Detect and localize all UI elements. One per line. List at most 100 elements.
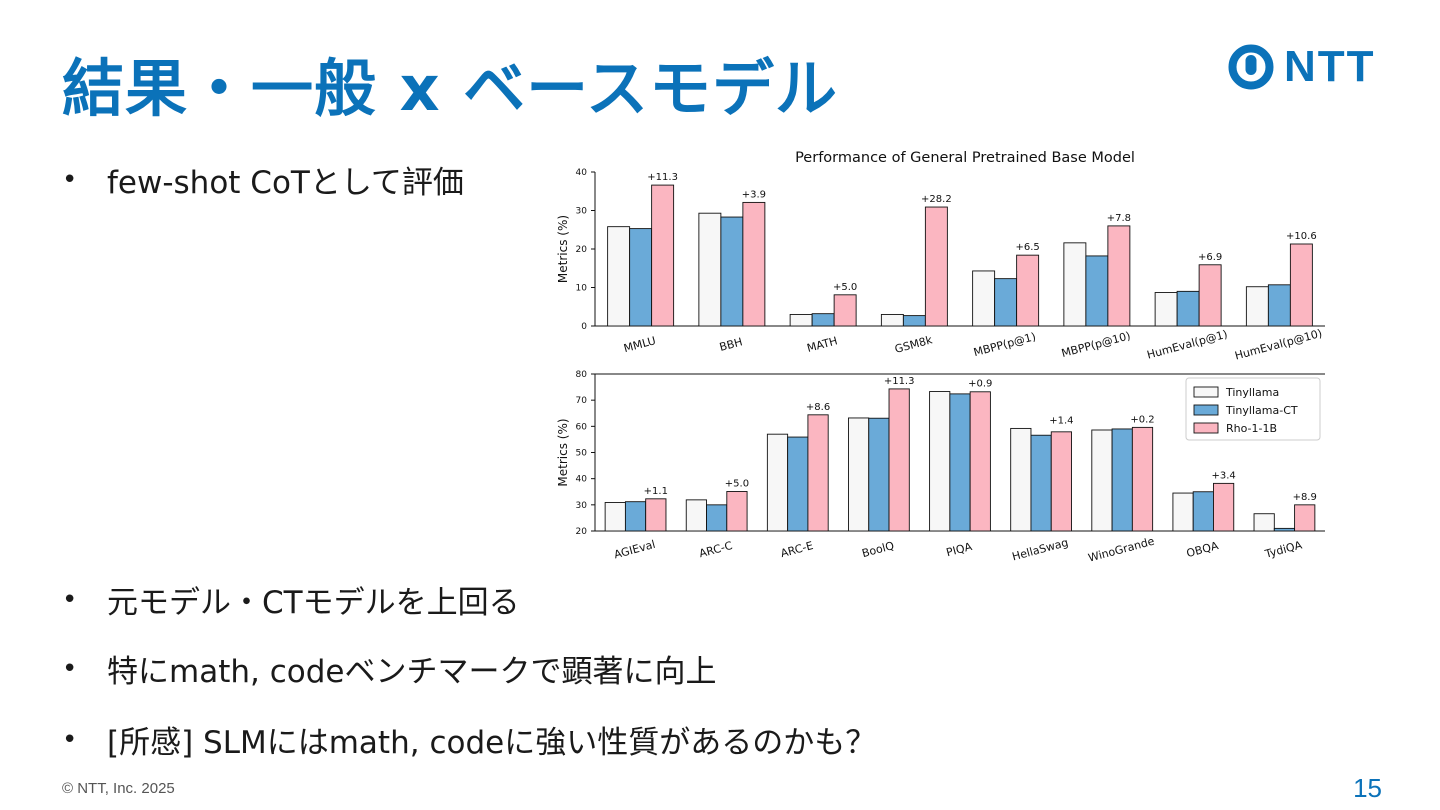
x-tick-label: PIQA [945, 540, 974, 559]
y-tick-label: 60 [576, 422, 588, 432]
legend-swatch [1193, 422, 1219, 434]
bullet-item: • few-shot CoTとして評価 [62, 157, 464, 202]
bar-tinyllama [880, 313, 904, 327]
legend-label: Tinyllama [1225, 386, 1279, 399]
bar-tinyllama [766, 433, 789, 532]
bar-tinyllama-ct [720, 216, 744, 327]
bar-tinyllama [698, 212, 722, 327]
bar-tinyllama-ct [706, 504, 728, 532]
bullet-item: • [所感] SLMにはmath, codeに強い性質があるのかも？ [62, 717, 876, 762]
bar-tinyllama [685, 499, 707, 532]
bar-rho-1-1b [742, 201, 766, 327]
bar-rho-1-1b [1050, 431, 1072, 532]
x-tick-label: OBQA [1185, 539, 1220, 560]
bar-tinyllama-ct [1111, 428, 1133, 532]
bullet-text: [所感] SLMにはmath, codeに強い性質があるのかも？ [107, 725, 877, 761]
x-tick-label: HellaSwag [1011, 536, 1070, 563]
bar-rho-1-1b [1198, 264, 1222, 327]
bar-tinyllama-ct [902, 315, 926, 327]
y-tick-label: 70 [576, 396, 588, 406]
bar-tinyllama [1172, 492, 1194, 532]
bar-annotation: +0.2 [1130, 414, 1154, 425]
x-tick-label: BoolQ [860, 539, 895, 560]
y-tick-label: 50 [576, 449, 588, 459]
bar-annotation: +7.8 [1107, 213, 1131, 224]
x-tick-label: WinoGrande [1087, 534, 1156, 564]
legend-label: Rho-1-1B [1226, 422, 1277, 435]
bar-tinyllama-ct [994, 278, 1018, 327]
x-tick-label: TydiQA [1263, 538, 1304, 561]
x-tick-label: MBPP(p@1) [972, 330, 1037, 359]
legend-label: Tinyllama-CT [1225, 404, 1298, 417]
bar-tinyllama [607, 226, 631, 327]
y-tick-label: 80 [576, 370, 588, 380]
bullet-item: • 元モデル・CTモデルを上回る [62, 577, 520, 622]
ntt-logo: NTT [1228, 42, 1376, 91]
y-tick-label: 20 [576, 245, 588, 255]
legend-swatch [1193, 386, 1219, 398]
bar-tinyllama-ct [1176, 290, 1200, 327]
bar-annotation: +1.1 [644, 486, 668, 497]
bar-tinyllama [972, 270, 996, 327]
slide-title: 結果・一般 x ベースモデル [62, 52, 839, 125]
bar-annotation: +28.2 [921, 194, 952, 205]
bullet-dot-icon: • [62, 584, 78, 615]
bullet-dot-icon: • [62, 164, 78, 195]
bar-rho-1-1b [1131, 426, 1154, 532]
bar-tinyllama-ct [1085, 255, 1109, 327]
legend-box [1185, 377, 1321, 441]
bullet-item: • 特にmath, codeベンチマークで顕著に向上 [62, 646, 716, 691]
ntt-logo-text: NTT [1284, 42, 1376, 91]
y-tick-label: 20 [576, 527, 588, 537]
x-tick-label: MMLU [622, 334, 657, 355]
bar-tinyllama-ct [624, 501, 647, 532]
y-tick-label: 30 [576, 207, 588, 217]
bar-tinyllama-ct [811, 313, 835, 327]
x-tick-label: HumEval(p@10) [1233, 327, 1323, 363]
bar-annotation: +5.0 [725, 478, 749, 489]
bar-rho-1-1b [726, 491, 748, 532]
bar-rho-1-1b [924, 206, 948, 327]
bar-annotation: +6.9 [1198, 252, 1222, 263]
bar-rho-1-1b [1289, 243, 1313, 327]
bullet-text: 特にmath, codeベンチマークで顕著に向上 [107, 654, 717, 690]
bar-tinyllama [1091, 429, 1113, 532]
legend-swatch [1193, 404, 1219, 416]
y-axis-label: Metrics (%) [556, 418, 570, 486]
bar-tinyllama-ct [1192, 491, 1214, 532]
performance-chart: Performance of General Pretrained Base M… [556, 150, 1325, 565]
bar-tinyllama-ct [787, 436, 809, 532]
bar-rho-1-1b [1294, 504, 1316, 532]
copyright-footer: © NTT, Inc. 2025 [62, 780, 175, 797]
x-tick-label: AGIEval [613, 538, 657, 562]
bullet-text: few-shot CoTとして評価 [107, 165, 464, 201]
x-tick-label: MATH [805, 334, 838, 355]
bar-rho-1-1b [807, 414, 829, 532]
bar-tinyllama [1063, 242, 1087, 327]
bar-tinyllama-ct [1273, 527, 1296, 532]
bar-rho-1-1b [645, 498, 667, 532]
x-tick-label: GSM8k [893, 333, 934, 356]
x-tick-label: ARC-C [698, 539, 734, 560]
bar-tinyllama-ct [629, 228, 653, 327]
bar-tinyllama-ct [949, 393, 971, 532]
bar-rho-1-1b [888, 388, 910, 532]
y-tick-label: 10 [576, 284, 588, 294]
bar-rho-1-1b [1016, 254, 1040, 327]
bar-tinyllama [929, 391, 951, 532]
bullet-dot-icon: • [62, 653, 78, 684]
bar-tinyllama [848, 417, 870, 532]
bar-tinyllama [1154, 292, 1178, 327]
bar-tinyllama [789, 313, 813, 327]
x-tick-label: ARC-E [779, 539, 815, 560]
bar-tinyllama-ct [1030, 434, 1052, 532]
bullet-dot-icon: • [62, 724, 78, 755]
y-tick-label: 0 [581, 322, 587, 332]
bar-annotation: +1.4 [1049, 415, 1073, 426]
bar-rho-1-1b [651, 184, 675, 327]
x-tick-label: HumEval(p@1) [1146, 328, 1229, 362]
x-tick-label: MBPP(p@10) [1060, 329, 1132, 360]
bar-tinyllama [604, 502, 626, 532]
chart-title: Performance of General Pretrained Base M… [795, 150, 1135, 166]
bar-annotation: +6.5 [1015, 242, 1039, 253]
